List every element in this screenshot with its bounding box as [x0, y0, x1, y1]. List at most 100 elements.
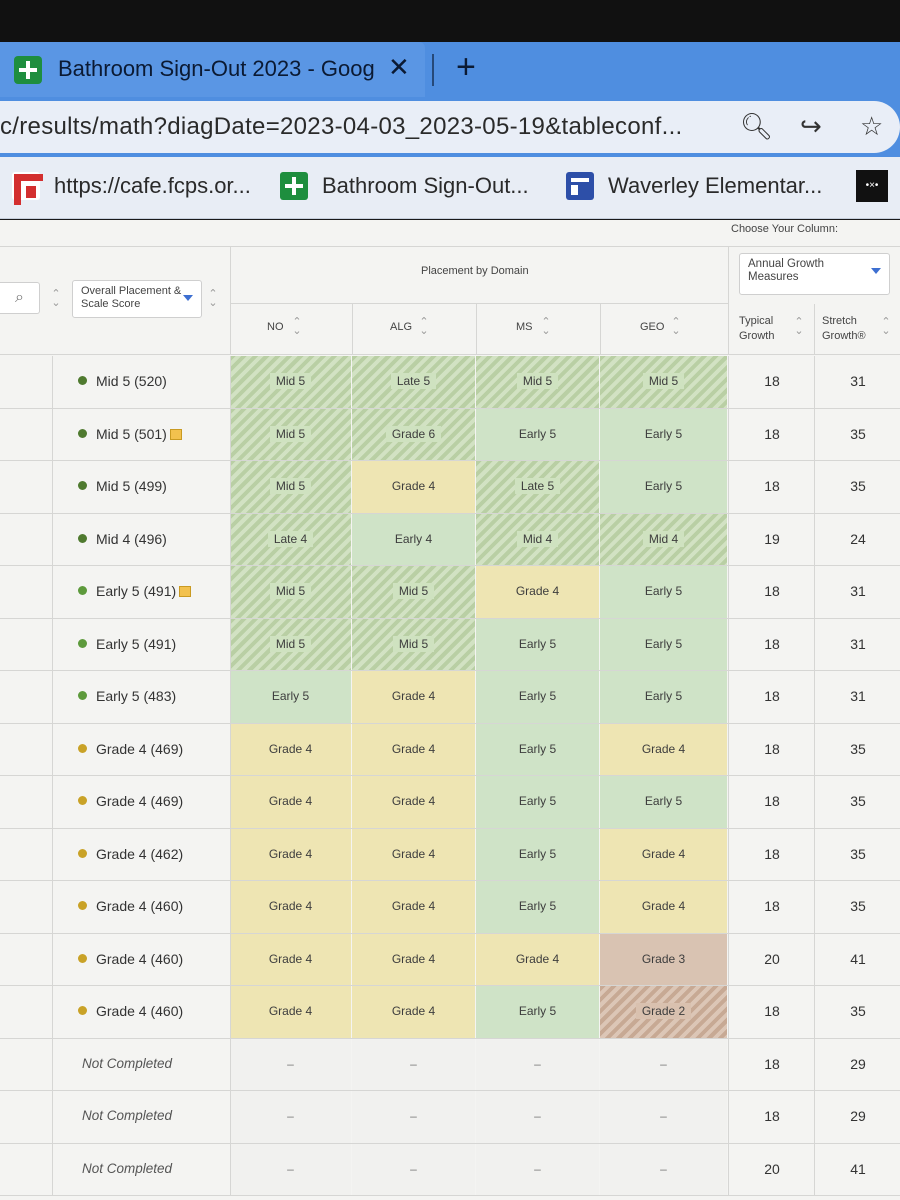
domain-cell-ms[interactable]: Grade 4 [476, 566, 599, 618]
domain-cell-ms[interactable]: Mid 5 [476, 356, 599, 408]
zoom-icon[interactable]: 🔍︎ [740, 111, 774, 141]
overall-placement-label[interactable]: Early 5 (483) [78, 688, 176, 704]
domain-cell-alg[interactable]: Grade 4 [352, 828, 475, 880]
not-completed-label[interactable]: Not Completed [82, 1056, 172, 1071]
domain-cell-no[interactable]: Mid 5 [230, 461, 351, 513]
domain-cell-geo[interactable]: – [600, 1143, 727, 1195]
overall-placement-label[interactable]: Mid 4 (496) [78, 531, 167, 547]
domain-cell-geo[interactable]: Grade 2 [600, 986, 727, 1038]
overall-placement-label[interactable]: Mid 5 (501) [78, 426, 182, 442]
domain-cell-alg[interactable]: Grade 4 [352, 881, 475, 933]
domain-cell-alg[interactable]: Mid 5 [352, 566, 475, 618]
stretch-growth-header[interactable]: Stretch Growth® [822, 315, 866, 342]
domain-cell-no[interactable]: Mid 5 [230, 566, 351, 618]
bookmark-waverley-elementary[interactable]: Waverley Elementar... [566, 172, 822, 202]
domain-cell-geo[interactable]: Early 5 [600, 566, 727, 618]
domain-cell-geo[interactable]: – [600, 1038, 727, 1090]
domain-cell-no[interactable]: Mid 5 [230, 408, 351, 460]
new-tab-button[interactable]: + [456, 48, 476, 86]
overall-placement-dropdown[interactable]: Overall Placement & Scale Score [72, 280, 202, 318]
domain-cell-geo[interactable]: Early 5 [600, 408, 727, 460]
bookmark-bathroom-sign-out[interactable]: Bathroom Sign-Out... [280, 172, 529, 202]
sort-icon[interactable]: ⌃ ⌄ [292, 316, 302, 337]
domain-cell-ms[interactable]: Mid 4 [476, 513, 599, 565]
domain-cell-alg[interactable]: Grade 4 [352, 986, 475, 1038]
domain-cell-geo[interactable]: Early 5 [600, 776, 727, 828]
domain-cell-alg[interactable]: Grade 4 [352, 671, 475, 723]
domain-cell-no[interactable]: Grade 4 [230, 933, 351, 985]
domain-cell-alg[interactable]: – [352, 1091, 475, 1143]
domain-cell-ms[interactable]: – [476, 1038, 599, 1090]
column-header-no[interactable]: NO [267, 321, 284, 333]
extension-icon[interactable]: •×• [856, 170, 888, 202]
domain-cell-ms[interactable]: Early 5 [476, 828, 599, 880]
overall-placement-label[interactable]: Grade 4 (469) [78, 741, 183, 757]
domain-cell-ms[interactable]: – [476, 1143, 599, 1195]
share-icon[interactable]: ↪ [800, 111, 822, 141]
overall-placement-label[interactable]: Grade 4 (469) [78, 793, 183, 809]
column-header-ms[interactable]: MS [516, 321, 533, 333]
sort-icon[interactable]: ⌃ ⌄ [541, 316, 551, 337]
typical-growth-header[interactable]: Typical Growth [739, 315, 775, 342]
sort-icon[interactable]: ⌃ ⌄ [419, 316, 429, 337]
domain-cell-geo[interactable]: Mid 4 [600, 513, 727, 565]
domain-cell-geo[interactable]: Early 5 [600, 618, 727, 670]
star-icon[interactable]: ☆ [860, 111, 884, 141]
annual-growth-dropdown[interactable]: Annual Growth Measures [739, 253, 890, 295]
domain-cell-geo[interactable]: Grade 4 [600, 723, 727, 775]
overall-placement-label[interactable]: Grade 4 (462) [78, 846, 183, 862]
close-icon[interactable]: ✕ [388, 52, 410, 82]
domain-cell-geo[interactable]: Grade 4 [600, 828, 727, 880]
overall-placement-label[interactable]: Mid 5 (520) [78, 373, 167, 389]
domain-cell-geo[interactable]: Mid 5 [600, 356, 727, 408]
domain-cell-no[interactable]: – [230, 1038, 351, 1090]
domain-cell-ms[interactable]: Early 5 [476, 881, 599, 933]
sort-icon[interactable]: ⌃ ⌄ [794, 316, 804, 337]
sort-icon[interactable]: ⌃ ⌄ [208, 288, 218, 309]
domain-cell-no[interactable]: Early 5 [230, 671, 351, 723]
domain-cell-geo[interactable]: Early 5 [600, 461, 727, 513]
domain-cell-ms[interactable]: Early 5 [476, 671, 599, 723]
overall-placement-label[interactable]: Grade 4 (460) [78, 951, 183, 967]
bookmark-cafe[interactable]: https://cafe.fcps.or... [12, 172, 251, 206]
column-header-alg[interactable]: ALG [390, 321, 413, 333]
domain-cell-no[interactable]: Mid 5 [230, 356, 351, 408]
domain-cell-no[interactable]: Late 4 [230, 513, 351, 565]
domain-cell-alg[interactable]: Mid 5 [352, 618, 475, 670]
domain-cell-no[interactable]: Grade 4 [230, 881, 351, 933]
sort-icon[interactable]: ⌃ ⌄ [881, 316, 891, 337]
domain-cell-ms[interactable]: Early 5 [476, 986, 599, 1038]
domain-cell-alg[interactable]: Grade 4 [352, 776, 475, 828]
flag-icon[interactable] [179, 586, 192, 597]
domain-cell-geo[interactable]: – [600, 1091, 727, 1143]
overall-placement-label[interactable]: Early 5 (491) [78, 636, 176, 652]
domain-cell-geo[interactable]: Early 5 [600, 671, 727, 723]
domain-cell-no[interactable]: Grade 4 [230, 723, 351, 775]
tab-bathroom-sign-out[interactable]: Bathroom Sign-Out 2023 - Goog ✕ [0, 42, 425, 97]
not-completed-label[interactable]: Not Completed [82, 1161, 172, 1176]
domain-cell-no[interactable]: Mid 5 [230, 618, 351, 670]
domain-cell-geo[interactable]: Grade 3 [600, 933, 727, 985]
domain-cell-alg[interactable]: Grade 4 [352, 933, 475, 985]
url-text[interactable]: c/results/math?diagDate=2023-04-03_2023-… [0, 113, 683, 140]
domain-cell-alg[interactable]: Late 5 [352, 356, 475, 408]
domain-cell-no[interactable]: Grade 4 [230, 986, 351, 1038]
domain-cell-alg[interactable]: Grade 4 [352, 461, 475, 513]
domain-cell-ms[interactable]: Early 5 [476, 408, 599, 460]
domain-cell-no[interactable]: – [230, 1091, 351, 1143]
domain-cell-no[interactable]: – [230, 1143, 351, 1195]
overall-placement-label[interactable]: Grade 4 (460) [78, 1003, 183, 1019]
search-button[interactable]: ⌕ [0, 282, 40, 314]
domain-cell-ms[interactable]: – [476, 1091, 599, 1143]
sort-icon[interactable]: ⌃ ⌄ [51, 288, 61, 309]
domain-cell-no[interactable]: Grade 4 [230, 776, 351, 828]
overall-placement-label[interactable]: Grade 4 (460) [78, 898, 183, 914]
domain-cell-geo[interactable]: Grade 4 [600, 881, 727, 933]
overall-placement-label[interactable]: Early 5 (491) [78, 583, 192, 599]
domain-cell-ms[interactable]: Early 5 [476, 723, 599, 775]
domain-cell-ms[interactable]: Early 5 [476, 618, 599, 670]
domain-cell-ms[interactable]: Early 5 [476, 776, 599, 828]
domain-cell-alg[interactable]: Grade 4 [352, 723, 475, 775]
domain-cell-alg[interactable]: – [352, 1143, 475, 1195]
domain-cell-alg[interactable]: – [352, 1038, 475, 1090]
